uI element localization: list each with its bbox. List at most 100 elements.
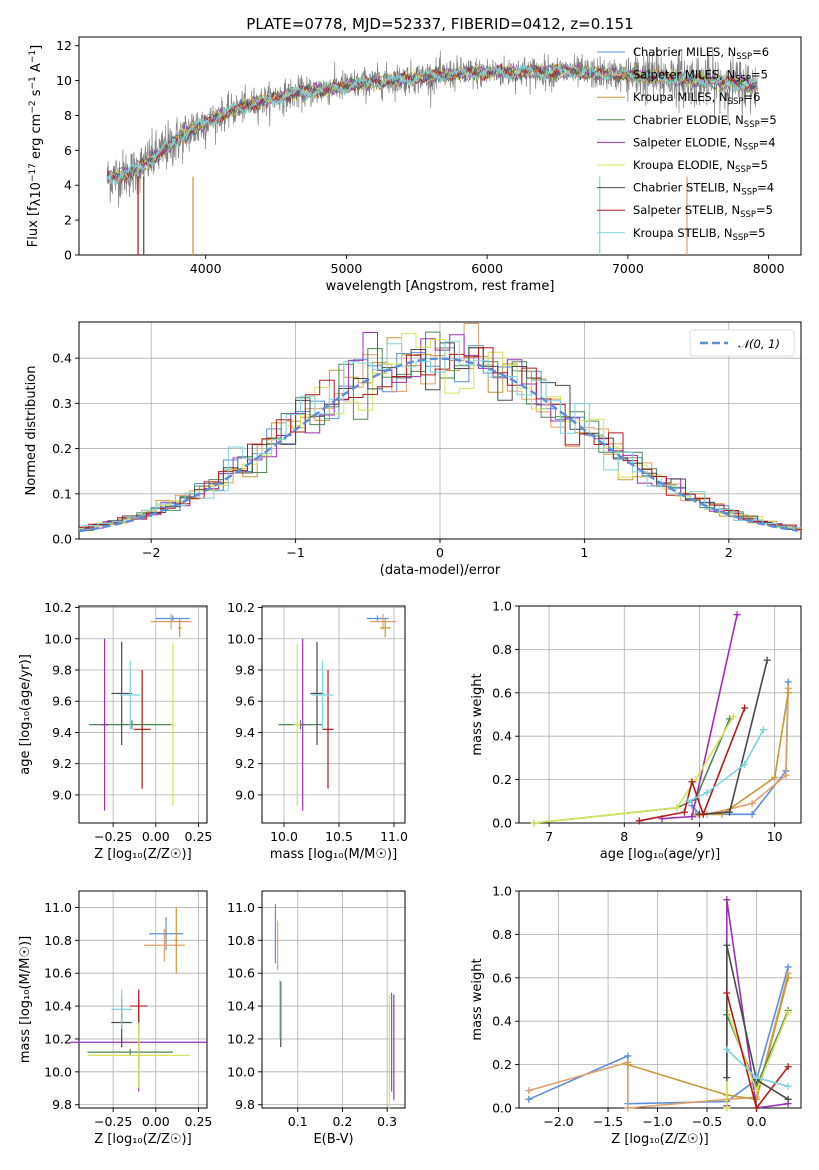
x-tick-label: −1.0 [642, 1114, 672, 1129]
y-tick-label: 10.8 [227, 933, 255, 948]
y-axis-label-part: A [29, 63, 44, 76]
series-point [723, 1104, 731, 1112]
x-tick-label: 7 [545, 829, 553, 844]
legend-sub: SSP [744, 120, 760, 130]
y-tick-label: 9.0 [52, 787, 72, 802]
series-point [624, 1061, 632, 1069]
y-tick-label: 9.8 [235, 1097, 255, 1112]
series-point [680, 808, 688, 816]
y-tick-label: 10.2 [227, 1031, 255, 1046]
legend-suffix: =5 [760, 113, 777, 127]
x-tick-label: 0.25 [185, 1114, 213, 1129]
y-axis-label-part: −1 [28, 50, 38, 63]
legend-entry: Chabrier STELIB, NSSP=4 [633, 181, 774, 198]
x-axis-label: (data-model)/error [380, 563, 501, 578]
legend-suffix: =4 [757, 181, 774, 195]
y-axis-label-part: 10 [29, 182, 44, 199]
y-tick-label: 0.2 [492, 772, 512, 787]
y-tick-label: 1.0 [492, 884, 512, 899]
legend-label: Kroupa MILES, N [633, 90, 728, 104]
y-tick-label: 2 [64, 213, 72, 228]
legend-label: Kroupa ELODIE, N [633, 158, 735, 172]
series-point [624, 1052, 632, 1060]
y-tick-label: 10.4 [227, 999, 255, 1014]
errorbars-mass-vs-EBV [274, 904, 395, 1110]
y-tick-label: 0.3 [52, 396, 72, 411]
x-tick-label: −2 [142, 545, 160, 560]
series-point [748, 810, 756, 818]
y-axis-label-part: Flux [f [26, 206, 41, 247]
series-point [530, 819, 538, 827]
series-point [635, 817, 643, 825]
y-tick-label: 9.6 [52, 694, 72, 709]
errorbars-age-vs-mass [278, 613, 397, 811]
x-tick-label: −0.5 [692, 1114, 722, 1129]
y-tick-label: 0.1 [52, 486, 72, 501]
series-point [784, 678, 792, 686]
series-point [525, 1087, 533, 1095]
series-point [752, 1104, 760, 1112]
axes-frame [261, 605, 406, 824]
series-point [723, 896, 731, 904]
normal-curve [78, 357, 799, 533]
y-tick-label: 0 [64, 248, 72, 263]
histogram-kroupa-miles [79, 337, 801, 531]
x-tick-label: 1 [580, 545, 588, 560]
y-tick-label: 10.0 [227, 631, 255, 646]
legend-sub: SSP [740, 210, 756, 220]
x-tick-label: 11.0 [380, 829, 408, 844]
y-tick-label: 9.8 [52, 663, 72, 678]
legend-entry: Chabrier ELODIE, NSSP=5 [633, 113, 777, 130]
series-kroupa-stelib [687, 729, 765, 803]
legend-sub: SSP [733, 233, 749, 243]
y-tick-label: 0.4 [52, 351, 72, 366]
series-kroupa-elodie [533, 716, 734, 824]
y-tick-label: 10.6 [227, 966, 255, 981]
y-tick-label: 4 [64, 178, 72, 193]
axes-age-vs-mass: 10.0 10.5 11.0 9.0 9.2 9.4 9.6 9.8 10.0 10.2 mass … [227, 600, 408, 862]
x-tick-label: 9 [696, 829, 704, 844]
y-axis-label-part: ] [29, 45, 44, 50]
histogram-chabrier-stelib [79, 342, 801, 530]
y-tick-label: 0.0 [52, 532, 72, 547]
y-axis-label-part: λ [29, 198, 44, 206]
y-axis-label-part: erg cm [29, 114, 44, 163]
y-axis-label: mass [log₁₀(M/M☉)] [18, 936, 33, 1063]
series-point [784, 1009, 792, 1017]
series-point [525, 1095, 533, 1103]
series-point [684, 797, 692, 805]
series-point [752, 1087, 760, 1095]
y-tick-label: 0.4 [492, 1014, 512, 1029]
y-tick-label: 10.0 [44, 631, 72, 646]
x-axis-label: Z [log₁₀(Z/Z☉)] [94, 847, 191, 862]
legend-sub: SSP [735, 165, 751, 175]
axes-mass-weight-vs-Z: −2.0 −1.5 −1.0 −0.5 0.0 0.0 0.2 0.4 0.6 0.8 1.0 Z [… [470, 884, 802, 1147]
legend-entry: Salpeter MILES, NSSP=5 [633, 68, 768, 85]
legend-label: Kroupa STELIB, N [633, 226, 733, 240]
x-tick-label: 0 [436, 545, 444, 560]
y-tick-label: 6 [64, 143, 72, 158]
series-point [688, 778, 696, 786]
normal-legend-label: 𝒩(0, 1) [738, 337, 780, 351]
x-tick-label: 5000 [331, 261, 363, 276]
y-tick-label: 9.0 [235, 787, 255, 802]
series-point [723, 1045, 731, 1053]
axes-mass-weight-vs-age: 7 8 9 10 0.0 0.2 0.4 0.6 0.8 1.0 age [log₁₀(age/yr… [470, 599, 802, 862]
x-tick-label: 0.3 [377, 1114, 397, 1129]
legend-sub: SSP [736, 52, 752, 62]
x-axis-label: Z [log₁₀(Z/Z☉)] [94, 1132, 191, 1147]
x-tick-label: 0.00 [142, 829, 170, 844]
legend-label: Chabrier STELIB, N [633, 181, 741, 195]
y-tick-label: 0.2 [52, 441, 72, 456]
y-axis-label: Flux [fλ10−17 erg cm−2 s−1 A−1] [26, 45, 44, 247]
axes-mass-vs-EBV: 0.1 0.2 0.3 9.8 10.0 10.2 10.4 10.6 10.8 11.0 E(B-… [227, 890, 406, 1147]
axes-frame [518, 605, 802, 824]
legend-sub: SSP [741, 188, 757, 198]
y-axis-label-part: −2 [28, 100, 38, 113]
legend-suffix: =5 [756, 203, 773, 217]
y-tick-label: 0.6 [492, 685, 512, 700]
series-point [771, 773, 779, 781]
legend-suffix: =6 [743, 90, 760, 104]
figure-title: PLATE=0778, MJD=52337, FIBERID=0412, z=0… [246, 15, 633, 33]
